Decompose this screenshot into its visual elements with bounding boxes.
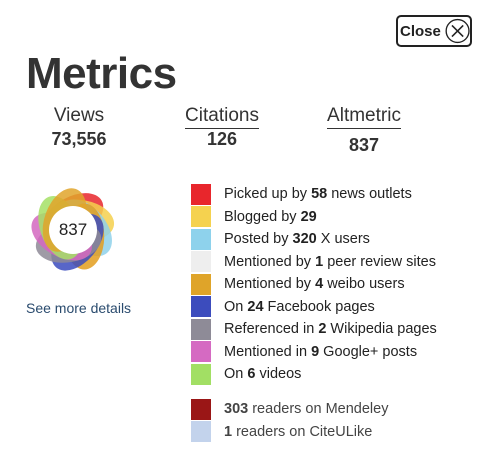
source-text-prefix: Posted by [224,231,293,248]
source-count: 2 [318,321,327,338]
reader-row: 1 readers on CiteULike [191,421,388,444]
source-text-prefix: Referenced in [224,321,319,338]
mention-source-list: Picked up by 58 news outlets Blogged by 2… [191,183,437,386]
source-text-suffix: weibo users [323,276,405,293]
source-row-text: Mentioned by 1 peer review sites [224,254,436,270]
source-text-suffix: Facebook pages [263,298,375,315]
page-title: Metrics [26,49,177,98]
source-text-suffix: videos [255,366,302,383]
source-row[interactable]: Mentioned in 9 Google+ posts [191,341,437,364]
citations-value: 126 [206,129,238,149]
source-text-prefix: Blogged by [224,208,301,225]
altmetric-donut-icon [31,188,115,271]
citations-link[interactable]: Citations [185,105,259,129]
altmetric-donut-score: 837 [58,220,88,239]
source-row[interactable]: Mentioned by 1 peer review sites [191,251,437,274]
reader-color-swatch [191,398,211,420]
citations-stat: Citations 126 [181,104,263,150]
source-count: 9 [311,343,320,360]
source-color-swatch [191,251,211,273]
source-row[interactable]: On 24 Facebook pages [191,296,437,319]
altmetric-value: 837 [348,135,380,155]
source-text-prefix: Mentioned by [224,253,316,270]
source-text-prefix: On [224,298,248,315]
source-row[interactable]: Picked up by 58 news outlets [191,183,437,206]
reader-list: 303 readers on Mendeley 1 readers on Cite… [191,398,388,443]
source-row-text: Mentioned by 4 weibo users [224,276,405,292]
source-row-text: Posted by 320 X users [224,231,370,247]
source-count: 24 [247,298,264,315]
source-row-text: Blogged by 29 [224,209,317,225]
see-more-details-link[interactable]: See more details [26,300,132,316]
source-row-text: Picked up by 58 news outlets [224,186,412,202]
views-value: 73,556 [51,129,107,149]
source-color-swatch [191,363,211,385]
source-row-text: On 6 videos [224,366,301,382]
source-color-swatch [191,296,211,318]
source-count: 4 [315,276,324,293]
reader-row: 303 readers on Mendeley [191,398,388,421]
source-count: 58 [311,186,328,203]
source-color-swatch [191,206,211,228]
source-count: 6 [247,366,256,383]
source-text-prefix: Mentioned in [224,343,312,360]
source-row[interactable]: Referenced in 2 Wikipedia pages [191,318,437,341]
reader-count: 1 [224,423,233,440]
source-count: 320 [292,231,317,248]
source-color-swatch [191,341,211,363]
source-row[interactable]: Mentioned by 4 weibo users [191,273,437,296]
source-row[interactable]: Posted by 320 X users [191,228,437,251]
source-count: 29 [300,208,317,225]
reader-row-text: 303 readers on Mendeley [224,401,388,417]
views-label: Views [53,105,105,126]
source-color-swatch [191,228,211,250]
donut-center [49,206,97,254]
source-row-text: Mentioned in 9 Google+ posts [224,344,417,360]
source-row[interactable]: On 6 videos [191,363,437,386]
source-color-swatch [191,318,211,340]
source-text-suffix: X users [316,231,370,248]
reader-text-suffix: readers on Mendeley [248,401,389,418]
source-text-suffix: Google+ posts [319,343,418,360]
source-text-suffix: peer review sites [323,253,436,270]
source-text-prefix: Picked up by [224,186,312,203]
altmetric-donut-badge[interactable]: 837 [25,182,121,278]
source-text-suffix: Wikipedia pages [326,321,437,338]
source-text-prefix: Mentioned by [224,276,316,293]
source-color-swatch [191,273,211,295]
reader-color-swatch [191,421,211,443]
source-count: 1 [315,253,324,270]
source-text-prefix: On [224,366,248,383]
source-text-suffix: news outlets [327,186,412,203]
reader-count: 303 [224,401,249,418]
source-row-text: On 24 Facebook pages [224,299,375,315]
altmetric-stat: Altmetric 837 [320,104,408,156]
source-color-swatch [191,183,211,205]
close-button[interactable]: Close [396,15,472,47]
reader-text-suffix: readers on CiteULike [232,423,373,440]
views-stat: Views 73,556 [44,104,114,150]
close-button-label: Close [400,22,441,40]
source-row[interactable]: Blogged by 29 [191,206,437,229]
source-row-text: Referenced in 2 Wikipedia pages [224,321,437,337]
altmetric-link[interactable]: Altmetric [327,105,401,129]
reader-row-text: 1 readers on CiteULike [224,424,372,440]
close-icon [445,18,470,44]
